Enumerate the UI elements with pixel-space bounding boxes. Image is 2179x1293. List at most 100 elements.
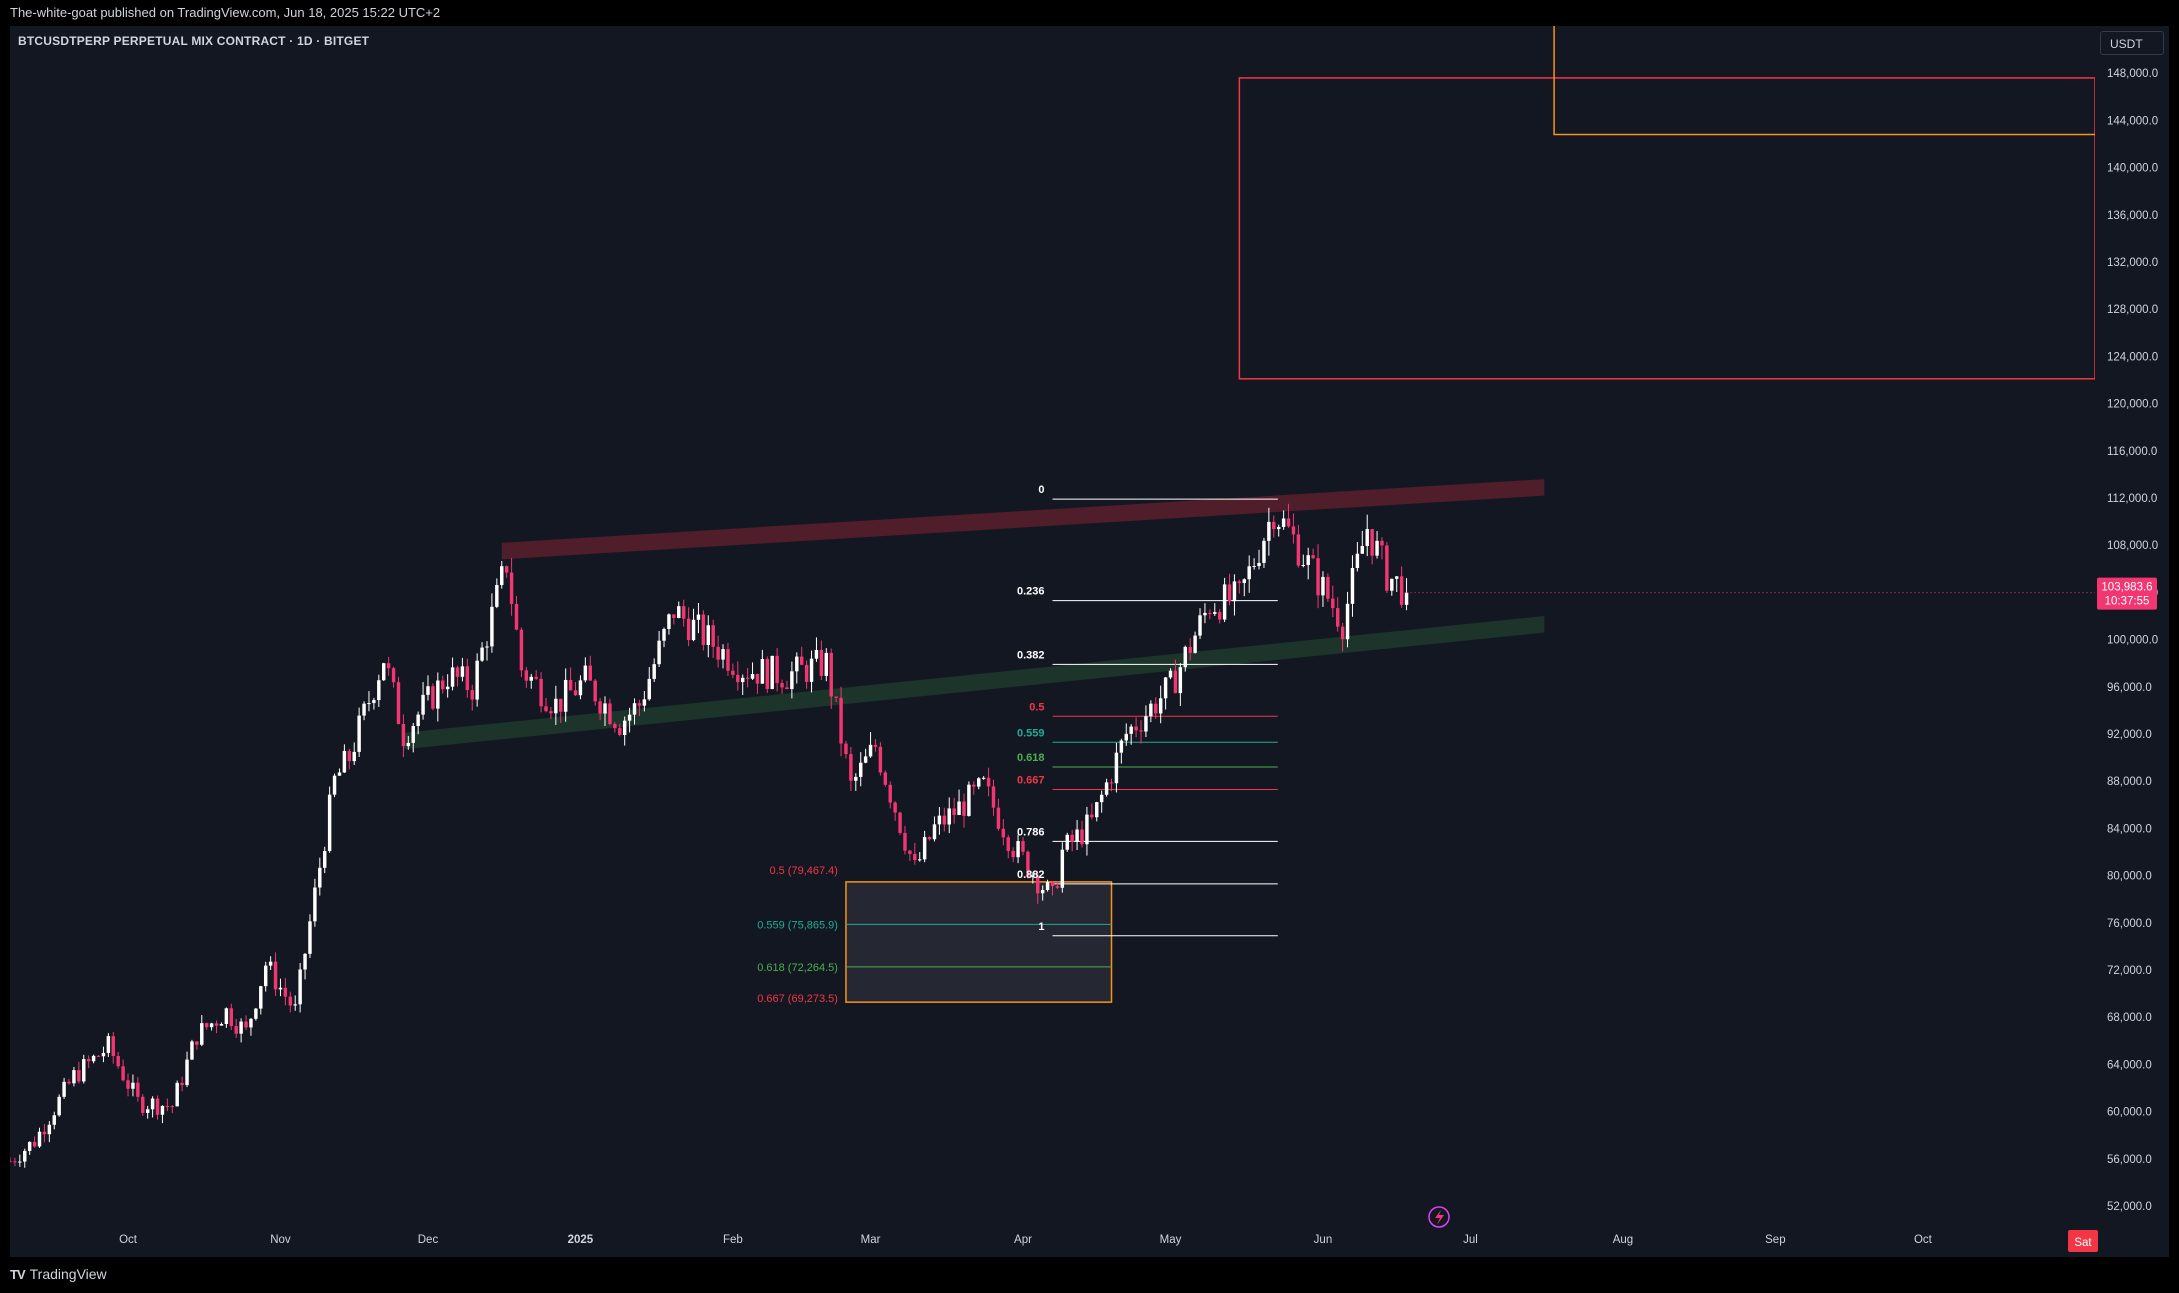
candle-body bbox=[1321, 576, 1325, 596]
candle-body bbox=[327, 794, 332, 852]
candle-body bbox=[731, 670, 735, 675]
candle-body bbox=[888, 784, 892, 803]
candle-body bbox=[529, 676, 533, 681]
candle-body bbox=[72, 1070, 76, 1084]
target-box bbox=[1238, 77, 2095, 380]
fib-level-label: 0 bbox=[1038, 484, 1044, 496]
candle-body bbox=[441, 680, 445, 690]
candle-body bbox=[27, 1141, 32, 1151]
candle-body bbox=[1203, 612, 1207, 616]
candle-body bbox=[259, 986, 263, 1009]
currency-button[interactable]: USDT bbox=[2100, 31, 2164, 55]
candle-body bbox=[288, 996, 293, 1006]
candle-body bbox=[67, 1081, 71, 1084]
candle-body bbox=[1050, 882, 1055, 887]
candle-body bbox=[1213, 612, 1217, 614]
fib-level-label: 0.236 bbox=[1017, 586, 1045, 598]
candle-body bbox=[972, 784, 976, 787]
candle-body bbox=[1291, 526, 1296, 535]
candle-body bbox=[239, 1021, 243, 1034]
candle-body bbox=[1040, 889, 1045, 894]
candle-body bbox=[1031, 875, 1035, 877]
chart-pane[interactable] bbox=[10, 26, 2169, 1257]
candle-body bbox=[332, 775, 337, 795]
fib-level-label: 0.382 bbox=[1017, 649, 1045, 661]
candle-body bbox=[819, 649, 824, 676]
candle-body bbox=[106, 1036, 111, 1053]
fib-level-label: 0.5 bbox=[1029, 701, 1044, 713]
candle-body bbox=[170, 1106, 174, 1108]
candle-body bbox=[1026, 851, 1030, 877]
candle-body bbox=[224, 1008, 229, 1025]
candle-body bbox=[613, 724, 617, 729]
candle-body bbox=[1301, 564, 1306, 566]
candle-body bbox=[1222, 584, 1227, 620]
candle-body bbox=[214, 1023, 219, 1026]
candle-body bbox=[780, 683, 784, 688]
candle-body bbox=[1016, 841, 1020, 858]
candle-body bbox=[657, 640, 661, 665]
candle-body bbox=[1158, 698, 1163, 714]
candle-body bbox=[622, 720, 627, 735]
candle-body bbox=[858, 762, 863, 777]
y-axis-tick-label: 124,000.0 bbox=[2107, 351, 2158, 363]
candle-body bbox=[82, 1059, 86, 1082]
candle-body bbox=[775, 655, 779, 684]
candle-body bbox=[485, 646, 489, 648]
candle-body bbox=[136, 1082, 140, 1097]
candle-body bbox=[1276, 526, 1281, 530]
candle-body bbox=[1178, 667, 1183, 694]
candle-body bbox=[391, 668, 396, 683]
candle-body bbox=[318, 867, 322, 888]
candle-body bbox=[185, 1059, 189, 1086]
candle-body bbox=[431, 686, 435, 709]
candle-body bbox=[141, 1096, 145, 1113]
y-axis-tick-label: 76,000.0 bbox=[2107, 918, 2152, 930]
candle-body bbox=[544, 706, 548, 712]
x-axis-tick-label: Nov bbox=[270, 1234, 291, 1246]
candle-body bbox=[263, 965, 268, 987]
y-axis-tick-label: 132,000.0 bbox=[2107, 257, 2158, 269]
y-axis-tick-label: 96,000.0 bbox=[2107, 682, 2152, 694]
candle-body bbox=[598, 701, 602, 714]
candle-body bbox=[1109, 782, 1114, 784]
candle-body bbox=[254, 1008, 258, 1019]
candle-body bbox=[745, 677, 750, 679]
candle-body bbox=[411, 725, 415, 743]
candle-body bbox=[229, 1008, 234, 1027]
x-axis-tick-label: Feb bbox=[723, 1234, 743, 1246]
y-axis-tick-label: 108,000.0 bbox=[2107, 540, 2158, 552]
y-axis-tick-label: 72,000.0 bbox=[2107, 965, 2152, 977]
candle-body bbox=[308, 921, 312, 954]
candle-body bbox=[160, 1105, 165, 1115]
candle-body bbox=[967, 784, 971, 816]
publisher-header: The-white-goat published on TradingView.… bbox=[0, 0, 2179, 26]
candle-body bbox=[1173, 670, 1178, 694]
candle-body bbox=[1227, 584, 1232, 602]
zone-level-label: 0.5 (79,467.4) bbox=[769, 865, 838, 877]
candle-body bbox=[1055, 886, 1060, 888]
candle-body bbox=[1345, 603, 1350, 640]
candle-body bbox=[991, 786, 996, 808]
candle-body bbox=[898, 812, 902, 833]
candle-body bbox=[1399, 576, 1404, 605]
candle-body bbox=[1311, 555, 1315, 559]
candle-body bbox=[1262, 540, 1266, 563]
price-axis-panel bbox=[2095, 26, 2169, 1257]
fib-level-label: 0.618 bbox=[1017, 752, 1045, 764]
x-axis-tick-label: Apr bbox=[1014, 1234, 1032, 1246]
candle-body bbox=[514, 603, 519, 630]
y-axis-tick-label: 56,000.0 bbox=[2107, 1154, 2152, 1166]
y-axis-tick-label: 60,000.0 bbox=[2107, 1107, 2152, 1119]
candle-body bbox=[878, 746, 883, 773]
current-price-countdown: 10:37:55 bbox=[2105, 596, 2150, 608]
candle-body bbox=[401, 723, 406, 747]
zone-level-label: 0.618 (72,264.5) bbox=[757, 962, 838, 974]
candle-body bbox=[126, 1080, 130, 1089]
candle-body bbox=[426, 686, 430, 695]
candle-body bbox=[480, 647, 484, 661]
tradingview-logo[interactable]: TV TradingView bbox=[10, 1266, 107, 1282]
candle-body bbox=[52, 1115, 56, 1125]
candle-body bbox=[362, 703, 366, 716]
